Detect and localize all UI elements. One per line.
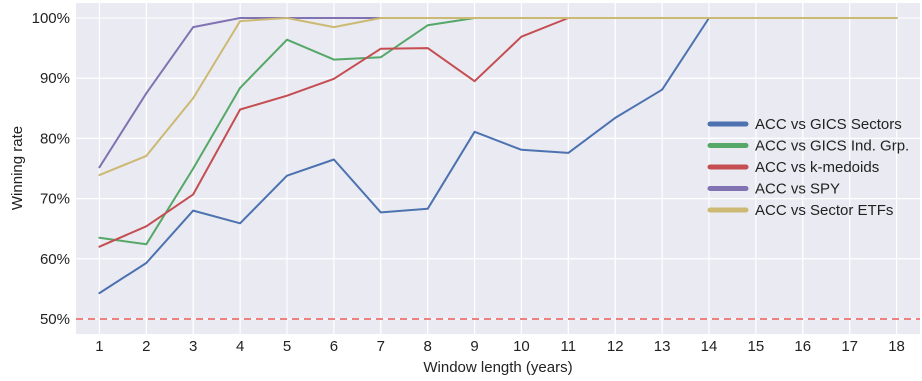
x-tick-labels: 1 2 3 4 5 6 7 8 9 10 11 12 13 14 15 16 17 18 — [95, 338, 905, 355]
x-tick-label: 5 — [283, 338, 291, 355]
x-axis-label: Window length (years) — [423, 359, 572, 376]
x-tick-label: 17 — [841, 338, 858, 355]
x-tick-label: 9 — [470, 338, 478, 355]
y-tick-label: 100% — [32, 10, 70, 27]
x-tick-label: 15 — [748, 338, 765, 355]
x-tick-label: 8 — [423, 338, 431, 355]
legend-label: ACC vs GICS Sectors — [755, 116, 902, 133]
x-tick-label: 13 — [654, 338, 671, 355]
series-line-5 — [98, 17, 898, 177]
x-tick-label: 6 — [330, 338, 338, 355]
y-tick-label: 80% — [40, 130, 70, 147]
x-tick-label: 10 — [513, 338, 530, 355]
y-tick-label: 70% — [40, 191, 70, 208]
x-tick-label: 18 — [888, 338, 905, 355]
y-tick-label: 90% — [40, 70, 70, 87]
x-tick-label: 7 — [377, 338, 385, 355]
x-tick-label: 2 — [142, 338, 150, 355]
x-tick-label: 3 — [189, 338, 197, 355]
grid-lines — [76, 3, 920, 334]
x-tick-label: 14 — [701, 338, 718, 355]
series-lines — [98, 17, 898, 295]
legend-label: ACC vs Sector ETFs — [755, 202, 893, 219]
x-tick-label: 11 — [561, 338, 577, 355]
legend-label: ACC vs SPY — [755, 181, 840, 198]
legend: ACC vs GICS Sectors ACC vs GICS Ind. Grp.… — [707, 116, 909, 219]
y-tick-label: 50% — [40, 311, 70, 328]
y-tick-label: 60% — [40, 251, 70, 268]
y-axis-label: Winning rate — [9, 126, 26, 210]
x-tick-label: 12 — [607, 338, 624, 355]
legend-label: ACC vs GICS Ind. Grp. — [755, 138, 909, 155]
x-tick-label: 16 — [794, 338, 811, 355]
x-tick-label: 4 — [236, 338, 244, 355]
y-tick-labels: 50% 60% 70% 80% 90% 100% — [32, 10, 70, 328]
x-tick-label: 1 — [95, 338, 103, 355]
legend-label: ACC vs k-medoids — [755, 159, 879, 176]
